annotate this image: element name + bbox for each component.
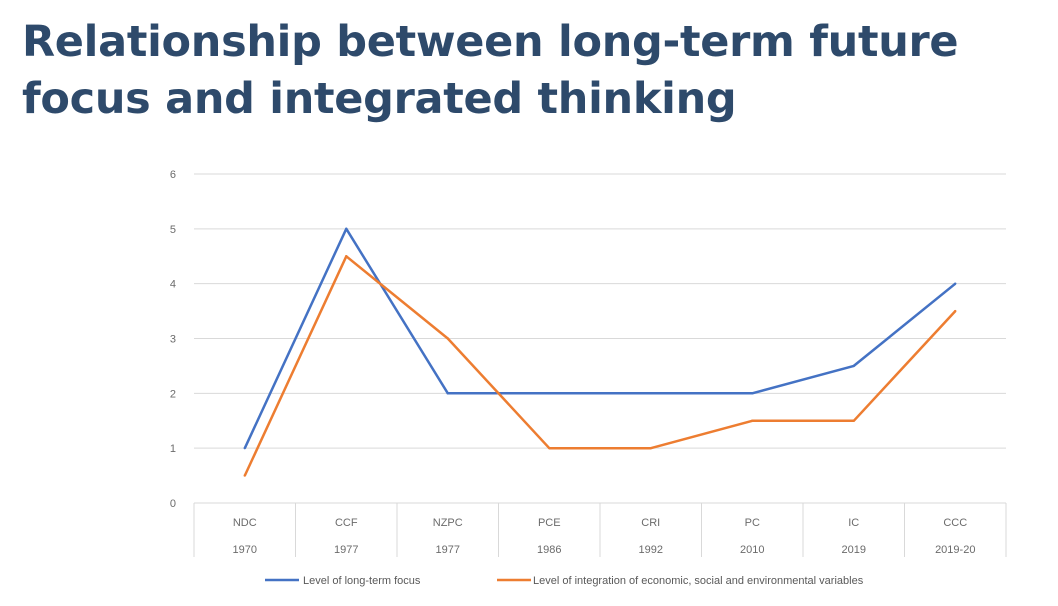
data-point [243,474,246,477]
y-axis-ticks: 0 1 2 3 4 5 6 [170,169,176,510]
data-point [649,392,652,395]
series-line-2 [243,255,957,477]
x-tick-label: CCF [335,517,358,529]
data-point [446,337,449,340]
y-tick-label: 5 [170,224,176,236]
legend: Level of long-term focus Level of integra… [265,575,864,587]
y-tick-label: 4 [170,279,176,291]
data-point [345,227,348,231]
y-tick-label: 6 [170,169,176,181]
x-tick-label: PCE [538,517,561,529]
data-point [954,282,957,285]
y-tick-label: 0 [170,498,176,510]
x-tick-year-label: 1977 [436,544,460,556]
x-tick-label: NZPC [433,517,463,529]
data-point [548,446,551,450]
x-tick-year-label: 2010 [740,544,764,556]
x-tick-year-label: 2019-20 [935,544,975,556]
data-point [446,392,449,395]
data-point [751,392,754,395]
y-tick-label: 1 [170,443,176,455]
legend-label-1: Level of long-term focus [303,575,421,587]
gridlines [194,173,1006,449]
x-tick-label: IC [848,517,859,529]
x-tick-label: CRI [641,517,660,529]
x-tick-label: PC [745,517,760,529]
x-tick-label: CCC [943,517,967,529]
series-lines [243,227,957,477]
data-point [852,364,855,368]
data-point [954,309,957,313]
data-point [751,419,754,422]
data-point [852,419,855,422]
series-line-1 [243,227,957,449]
page-title: Relationship between long-term future fo… [22,14,1032,128]
title-line-1: Relationship between long-term future [22,17,959,67]
x-tick-year-label: 1986 [537,544,561,556]
x-tick-year-label: 1970 [233,544,257,556]
y-tick-label: 3 [170,334,176,346]
legend-label-2: Level of integration of economic, social… [533,575,864,587]
data-point [243,446,246,450]
x-tick-year-label: 2019 [842,544,866,556]
data-point [345,255,348,258]
x-tick-year-label: 1977 [334,544,358,556]
title-line-2: focus and integrated thinking [22,74,737,124]
y-tick-label: 2 [170,388,176,400]
x-tick-year-label: 1992 [639,544,663,556]
data-point [548,392,551,395]
data-point [649,446,652,450]
x-tick-label: NDC [233,517,257,529]
category-table: NDC 1970 CCF 1977 NZPC 1977 PCE 1986 CRI 1992 PC 20… [193,502,1007,557]
